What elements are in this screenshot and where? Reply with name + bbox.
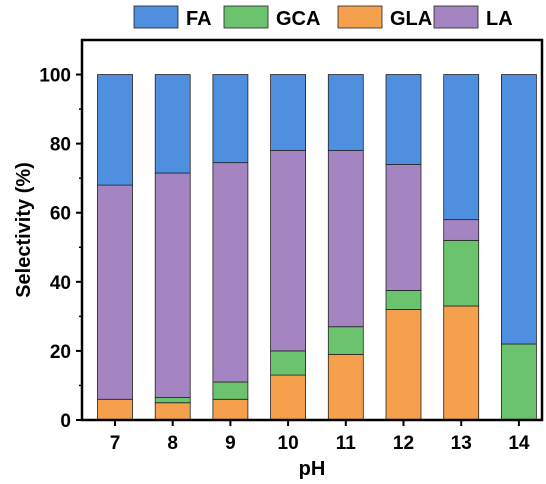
bar-segment-gla-ph-13 <box>443 305 480 421</box>
x-axis-title: pH <box>299 458 326 480</box>
y-axis-title: Selectivity (%) <box>13 162 35 298</box>
bar-segment-fa-ph-11 <box>327 74 364 151</box>
x-tick-label: 14 <box>508 433 530 454</box>
y-tick-label: 0 <box>60 411 71 432</box>
bar-segment-gla-ph-7 <box>97 398 133 421</box>
bar-segment-la-ph-10 <box>270 150 307 352</box>
x-tick-label: 7 <box>110 433 121 454</box>
bar-segment-fa-ph-14 <box>500 74 537 345</box>
x-tick-label: 11 <box>336 433 357 454</box>
y-tick-label: 80 <box>50 135 71 156</box>
plot-frame <box>80 38 544 422</box>
x-tick-label: 9 <box>225 433 236 454</box>
ticks-layer: 7 8 9 10 11 12 13 14 0 20 40 60 80 100 <box>39 66 530 454</box>
legend-item-gla: GLA <box>337 5 432 30</box>
bar-segment-la-ph-9 <box>212 162 249 383</box>
bar-segment-gca-ph-12 <box>385 290 422 310</box>
y-tick-label: 100 <box>39 66 71 87</box>
bar-segment-la-ph-8 <box>154 172 191 398</box>
y-tick-label: 60 <box>50 204 71 225</box>
bar-segment-la-ph-13 <box>443 219 480 241</box>
legend: FA GCA GLA LA <box>133 5 513 30</box>
legend-swatch-la <box>433 5 479 29</box>
legend-label-la: LA <box>486 8 513 30</box>
bar-segment-fa-ph-8 <box>154 74 191 174</box>
bar-segment-fa-ph-9 <box>212 74 249 164</box>
bar-segment-la-ph-12 <box>385 163 422 291</box>
bar-segment-gla-ph-12 <box>385 309 422 421</box>
legend-label-gca: GCA <box>276 8 320 30</box>
legend-item-gca: GCA <box>223 5 320 30</box>
legend-swatch-fa <box>133 5 179 29</box>
bar-segment-gca-ph-11 <box>327 326 364 355</box>
legend-swatch-gca <box>223 5 269 29</box>
x-tick-label: 10 <box>278 433 299 454</box>
x-tick-label: 8 <box>167 433 178 454</box>
axes-layer <box>80 38 544 422</box>
bar-segment-la-ph-11 <box>327 150 364 328</box>
legend-label-fa: FA <box>186 8 212 30</box>
bar-segment-gca-ph-9 <box>212 381 249 400</box>
legend-item-fa: FA <box>133 5 212 30</box>
bars-layer <box>97 74 537 421</box>
y-tick-label: 20 <box>50 342 71 363</box>
bar-segment-gla-ph-9 <box>212 398 249 421</box>
bar-segment-gca-ph-14 <box>500 343 537 421</box>
legend-item-la: LA <box>433 5 513 30</box>
bar-segment-gla-ph-8 <box>154 402 191 421</box>
bar-segment-gla-ph-10 <box>270 374 307 421</box>
bar-segment-fa-ph-7 <box>97 74 133 186</box>
bar-segment-gca-ph-13 <box>443 239 480 307</box>
x-tick-label: 13 <box>451 433 472 454</box>
bar-segment-la-ph-7 <box>97 184 133 400</box>
bar-segment-fa-ph-10 <box>270 74 307 151</box>
legend-label-gla: GLA <box>390 8 432 30</box>
legend-swatch-gla <box>337 5 383 29</box>
x-tick-label: 12 <box>393 433 414 454</box>
bar-segment-fa-ph-12 <box>385 74 422 165</box>
y-tick-label: 40 <box>50 273 71 294</box>
bar-segment-gca-ph-8 <box>154 397 191 404</box>
bar-segment-gla-ph-11 <box>327 353 364 421</box>
bar-segment-gca-ph-10 <box>270 350 307 376</box>
bar-segment-fa-ph-13 <box>443 74 480 221</box>
